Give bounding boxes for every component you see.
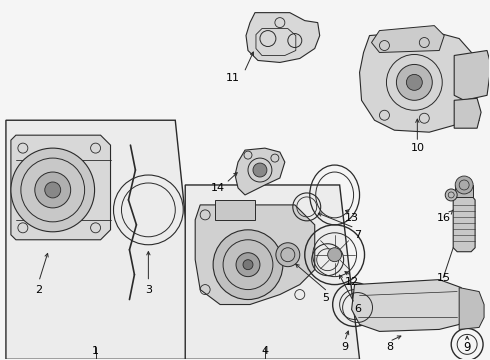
Text: 9: 9 — [341, 342, 348, 352]
Text: 9: 9 — [464, 341, 471, 354]
Polygon shape — [246, 13, 319, 62]
Polygon shape — [454, 50, 490, 100]
Text: 8: 8 — [386, 342, 393, 352]
Bar — [215, 200, 255, 220]
Circle shape — [445, 189, 457, 201]
Circle shape — [213, 230, 283, 300]
Polygon shape — [352, 280, 464, 332]
Circle shape — [243, 260, 253, 270]
Circle shape — [276, 243, 300, 267]
Circle shape — [35, 172, 71, 208]
Text: 3: 3 — [145, 284, 152, 294]
Text: 2: 2 — [35, 284, 42, 294]
Polygon shape — [453, 195, 475, 252]
Circle shape — [328, 248, 342, 262]
Polygon shape — [371, 26, 444, 53]
Text: 16: 16 — [437, 213, 451, 223]
Text: 4: 4 — [261, 346, 269, 356]
Circle shape — [455, 176, 473, 194]
Text: 12: 12 — [344, 276, 359, 287]
Circle shape — [406, 75, 422, 90]
Text: 10: 10 — [410, 143, 424, 153]
Text: 6: 6 — [355, 305, 362, 315]
Text: 15: 15 — [437, 273, 451, 283]
Polygon shape — [360, 31, 477, 132]
Circle shape — [236, 253, 260, 276]
Polygon shape — [454, 98, 481, 128]
Bar — [455, 185, 473, 197]
Text: 14: 14 — [211, 183, 225, 193]
Text: 5: 5 — [322, 293, 329, 302]
Polygon shape — [459, 288, 484, 329]
Polygon shape — [235, 148, 285, 195]
Circle shape — [396, 64, 432, 100]
Text: 1: 1 — [92, 346, 99, 356]
Text: 13: 13 — [344, 213, 359, 223]
Circle shape — [45, 182, 61, 198]
Polygon shape — [185, 185, 360, 359]
Polygon shape — [6, 120, 200, 359]
Polygon shape — [195, 205, 315, 305]
Circle shape — [11, 148, 95, 232]
Circle shape — [253, 163, 267, 177]
Polygon shape — [11, 135, 111, 240]
Text: 7: 7 — [355, 230, 362, 240]
Text: 11: 11 — [226, 73, 240, 84]
